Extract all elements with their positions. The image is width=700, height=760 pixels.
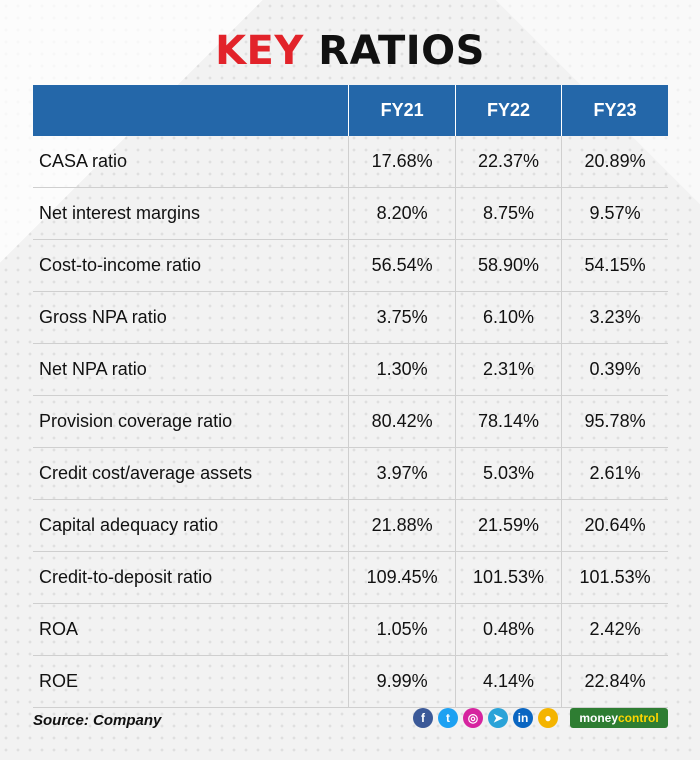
social-icons: f t ◎ ➤ in ● <box>413 708 558 728</box>
row-label: ROE <box>33 655 349 708</box>
row-label: Capital adequacy ratio <box>33 499 349 552</box>
instagram-icon[interactable]: ◎ <box>463 708 483 728</box>
table-row: Gross NPA ratio 3.75% 6.10% 3.23% <box>33 291 668 344</box>
brand-logo[interactable]: money control <box>570 708 668 728</box>
title-main: RATIOS <box>318 28 485 74</box>
brand-part1: money <box>579 711 618 725</box>
table-row: Net NPA ratio 1.30% 2.31% 0.39% <box>33 343 668 396</box>
cell-value: 2.42% <box>561 603 668 656</box>
row-label: Provision coverage ratio <box>33 395 349 448</box>
cell-value: 0.48% <box>454 603 562 656</box>
cell-value: 17.68% <box>348 136 456 188</box>
page-title: KEY RATIOS <box>0 28 700 74</box>
cell-value: 21.59% <box>454 499 562 552</box>
cell-value: 8.20% <box>348 187 456 240</box>
cell-value: 80.42% <box>348 395 456 448</box>
cell-value: 78.14% <box>454 395 562 448</box>
source-note: Source: Company <box>33 712 162 729</box>
table-row: Capital adequacy ratio 21.88% 21.59% 20.64% <box>33 499 668 552</box>
cell-value: 58.90% <box>454 239 562 292</box>
ratios-table: FY21 FY22 FY23 CASA ratio 17.68% 22.37% 20.… <box>33 85 668 708</box>
row-label: Cost-to-income ratio <box>33 239 349 292</box>
cell-value: 101.53% <box>454 551 562 604</box>
cell-value: 3.75% <box>348 291 456 344</box>
twitter-icon[interactable]: t <box>438 708 458 728</box>
table-body: CASA ratio 17.68% 22.37% 20.89% Net interest… <box>33 136 668 708</box>
cell-value: 2.61% <box>561 447 668 500</box>
row-label: ROA <box>33 603 349 656</box>
title-accent: KEY <box>215 28 304 74</box>
table-row: Net interest margins 8.20% 8.75% 9.57% <box>33 187 668 240</box>
cell-value: 1.30% <box>348 343 456 396</box>
cell-value: 6.10% <box>454 291 562 344</box>
table-row: Credit cost/average assets 3.97% 5.03% 2.61… <box>33 447 668 500</box>
cell-value: 2.31% <box>454 343 562 396</box>
table-header-row: FY21 FY22 FY23 <box>33 85 668 136</box>
table-row: Credit-to-deposit ratio 109.45% 101.53% 101… <box>33 551 668 604</box>
linkedin-icon[interactable]: in <box>513 708 533 728</box>
cell-value: 9.99% <box>348 655 456 708</box>
table-row: CASA ratio 17.68% 22.37% 20.89% <box>33 136 668 188</box>
header-cell-label <box>33 85 349 136</box>
cell-value: 21.88% <box>348 499 456 552</box>
header-cell-fy21: FY21 <box>348 85 456 136</box>
table-row: ROA 1.05% 0.48% 2.42% <box>33 603 668 656</box>
brand-part2: control <box>618 711 659 725</box>
header-cell-fy23: FY23 <box>561 85 668 136</box>
cell-value: 109.45% <box>348 551 456 604</box>
row-label: Credit cost/average assets <box>33 447 349 500</box>
cell-value: 101.53% <box>561 551 668 604</box>
cell-value: 3.23% <box>561 291 668 344</box>
cell-value: 8.75% <box>454 187 562 240</box>
cell-value: 9.57% <box>561 187 668 240</box>
table-row: ROE 9.99% 4.14% 22.84% <box>33 655 668 708</box>
cell-value: 22.37% <box>454 136 562 188</box>
row-label: Credit-to-deposit ratio <box>33 551 349 604</box>
cell-value: 56.54% <box>348 239 456 292</box>
cell-value: 22.84% <box>561 655 668 708</box>
row-label: Gross NPA ratio <box>33 291 349 344</box>
cell-value: 5.03% <box>454 447 562 500</box>
header-cell-fy22: FY22 <box>454 85 562 136</box>
table-row: Provision coverage ratio 80.42% 78.14% 95.7… <box>33 395 668 448</box>
table-row: Cost-to-income ratio 56.54% 58.90% 54.15% <box>33 239 668 292</box>
row-label: CASA ratio <box>33 136 349 188</box>
cell-value: 0.39% <box>561 343 668 396</box>
podcast-icon[interactable]: ● <box>538 708 558 728</box>
facebook-icon[interactable]: f <box>413 708 433 728</box>
cell-value: 54.15% <box>561 239 668 292</box>
cell-value: 1.05% <box>348 603 456 656</box>
cell-value: 4.14% <box>454 655 562 708</box>
row-label: Net NPA ratio <box>33 343 349 396</box>
telegram-icon[interactable]: ➤ <box>488 708 508 728</box>
row-label: Net interest margins <box>33 187 349 240</box>
cell-value: 3.97% <box>348 447 456 500</box>
cell-value: 95.78% <box>561 395 668 448</box>
cell-value: 20.64% <box>561 499 668 552</box>
cell-value: 20.89% <box>561 136 668 188</box>
